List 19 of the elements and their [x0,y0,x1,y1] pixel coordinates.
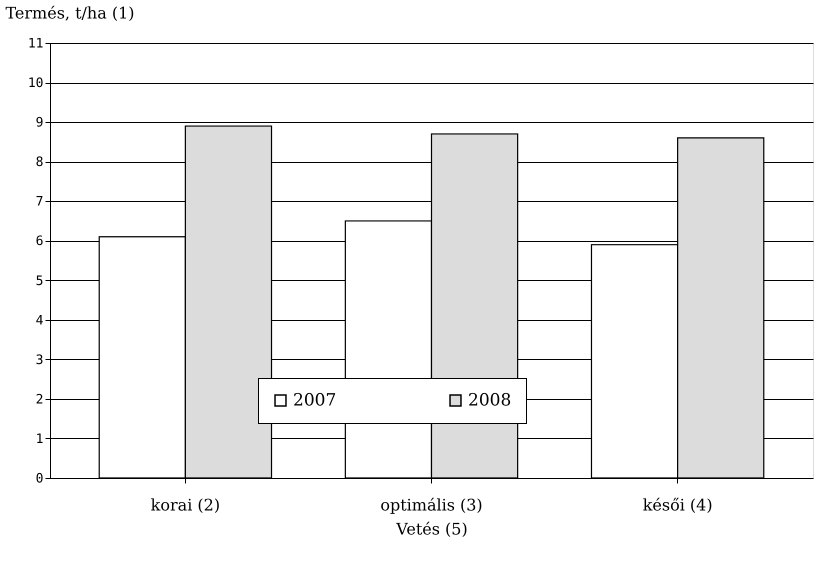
x-axis-title: Vetés (5) [395,520,468,538]
x-tick-label: késői (4) [642,496,713,514]
y-tick-label: 10 [28,76,44,92]
legend-label: 2007 [293,390,336,411]
y-tick-label: 2 [36,392,44,408]
y-tick-label: 7 [36,194,44,210]
y-tick-label: 4 [36,313,44,328]
y-tick-label: 6 [36,234,44,250]
y-tick-label: 8 [36,155,44,170]
y-tick-label: 9 [36,116,44,131]
y-tick-label: 3 [36,352,44,368]
y-tick-label: 11 [28,36,44,52]
x-tick-label: korai (2) [150,496,220,514]
y-tick-label: 5 [36,274,44,289]
y-axis-title: Termés, t/ha (1) [6,4,134,22]
legend-label: 2008 [468,390,512,411]
x-tick-label: optimális (3) [380,496,483,514]
y-tick-label: 0 [36,472,44,486]
y-tick-label: 1 [36,432,44,447]
